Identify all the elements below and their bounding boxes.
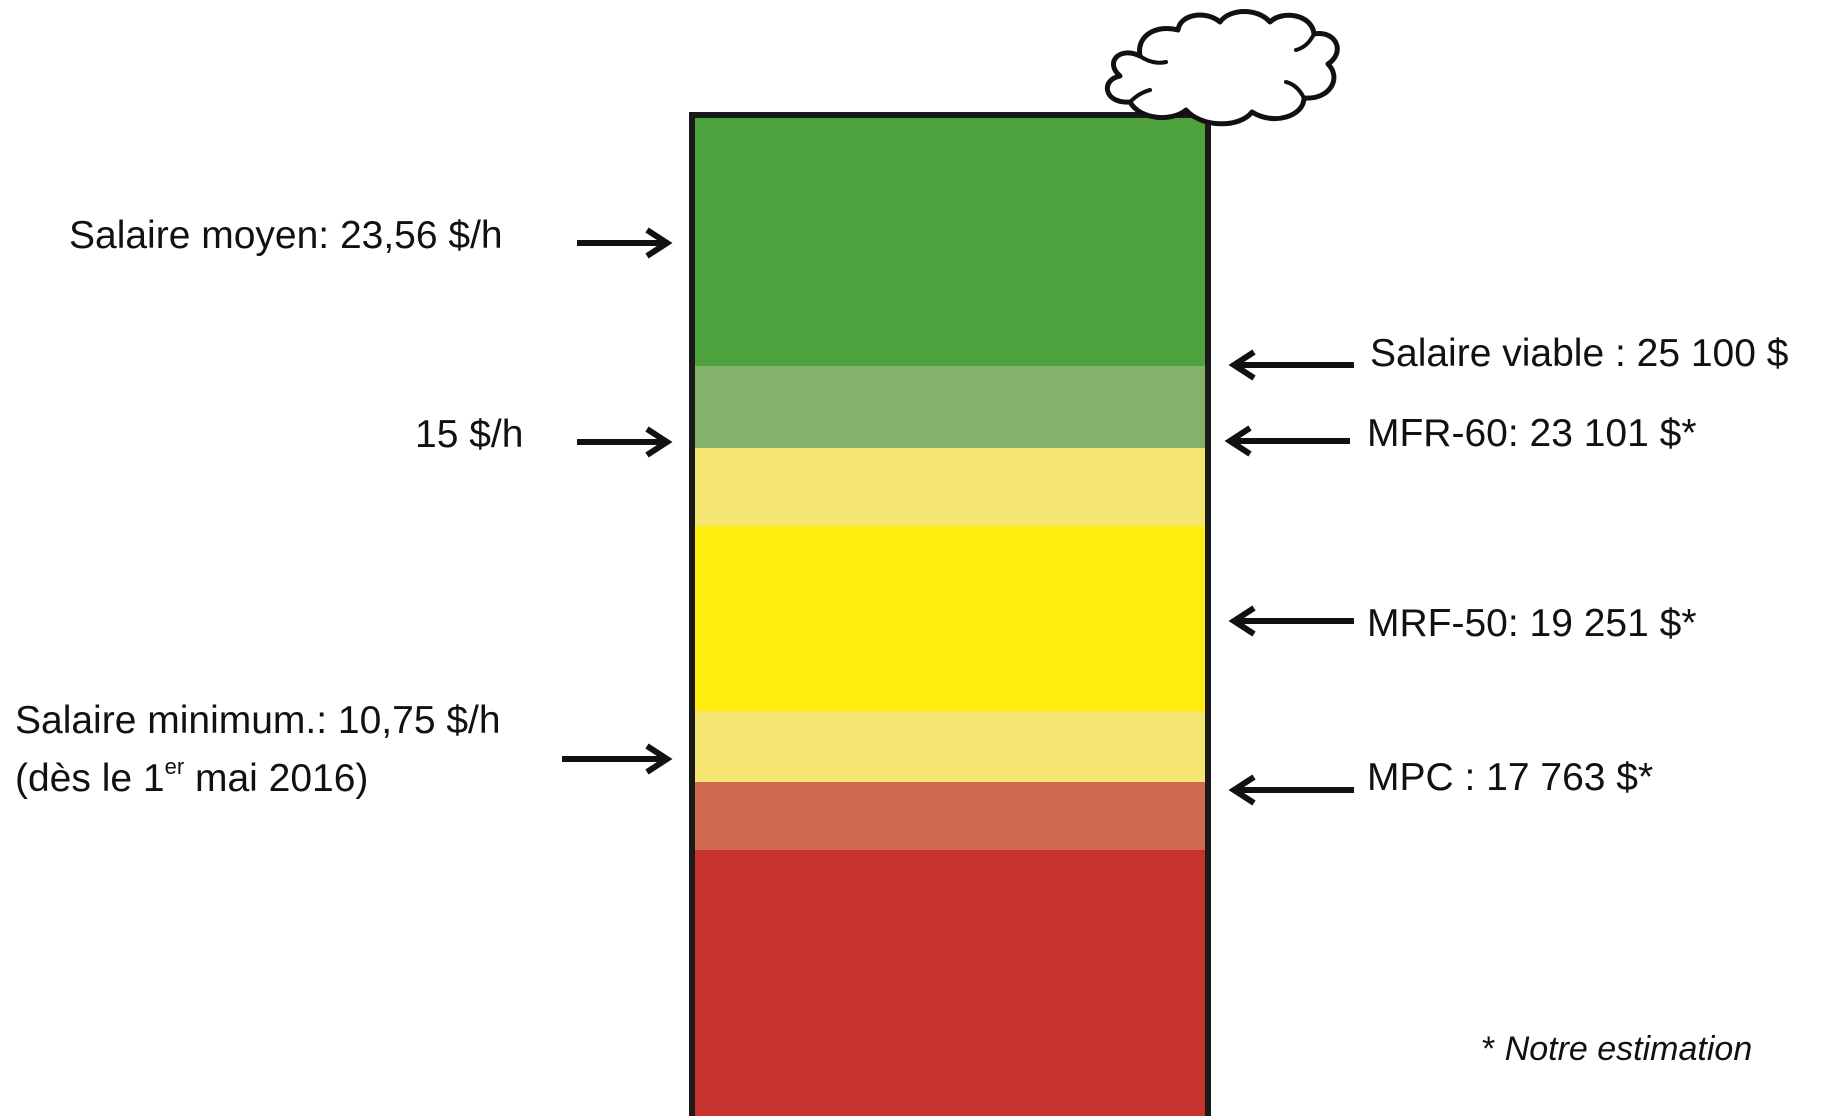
band-green-dark: [689, 112, 1211, 366]
footnote: * Notre estimation: [1482, 1030, 1752, 1069]
label-15-per-hour: 15 $/h: [415, 413, 524, 456]
arrow-right-icon: [577, 227, 673, 259]
label-salaire-minimum-line1: Salaire minimum.: 10,75 $/h: [15, 699, 501, 742]
label-mfr-60: MFR-60: 23 101 $*: [1367, 412, 1697, 455]
arrow-left-icon: [1228, 774, 1354, 806]
footnote-text: Notre estimation: [1504, 1030, 1753, 1068]
arrow-left-icon: [1228, 605, 1354, 637]
band-yellow-light-top: [689, 448, 1211, 526]
label-salaire-minimum-line2: (dès le 1er mai 2016): [15, 756, 501, 802]
label-salaire-minimum-superscript: er: [164, 754, 185, 779]
label-salaire-moyen: Salaire moyen: 23,56 $/h: [69, 214, 503, 257]
arrow-left-icon: [1224, 425, 1350, 457]
arrow-right-icon: [562, 743, 673, 775]
footnote-star: *: [1482, 1030, 1496, 1068]
cloud-icon: [1104, 9, 1340, 127]
band-green-light: [689, 366, 1211, 448]
label-salaire-viable: Salaire viable : 25 100 $: [1370, 332, 1789, 375]
label-salaire-minimum-line2-end: mai 2016): [184, 757, 369, 800]
arrow-left-icon: [1228, 349, 1354, 381]
income-bar: [689, 112, 1211, 1116]
label-mrf-50: MRF-50: 19 251 $*: [1367, 602, 1697, 645]
band-red: [689, 850, 1211, 1116]
label-salaire-minimum: Salaire minimum.: 10,75 $/h (dès le 1er …: [15, 698, 501, 802]
band-yellow: [689, 526, 1211, 711]
band-red-light: [689, 782, 1211, 850]
band-yellow-light-bottom: [689, 711, 1211, 782]
arrow-right-icon: [577, 426, 673, 458]
label-mpc: MPC : 17 763 $*: [1367, 756, 1654, 799]
label-salaire-minimum-line2-start: (dès le 1: [15, 757, 165, 800]
